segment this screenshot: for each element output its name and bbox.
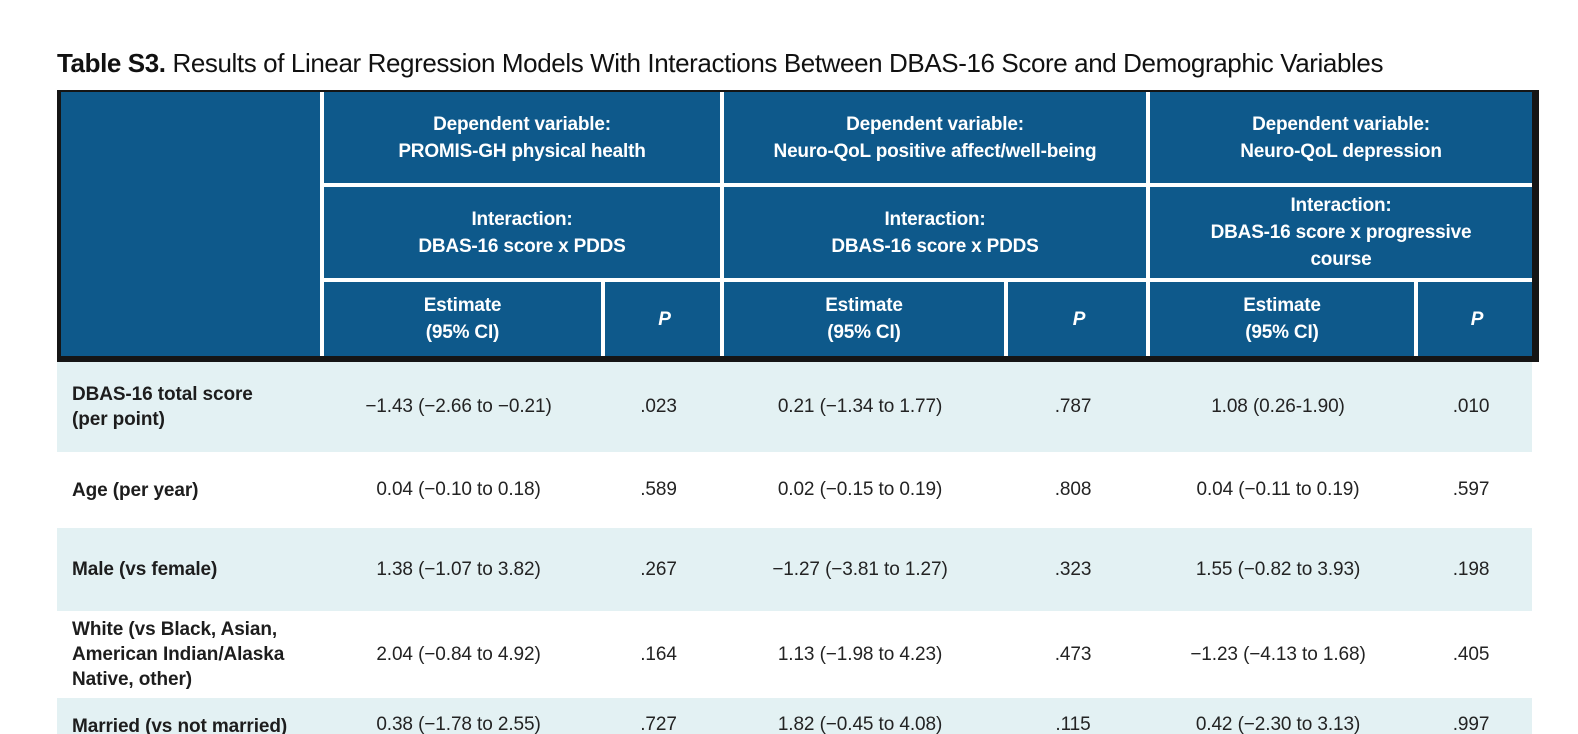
dependent-variable-header: Dependent variable: Neuro-QoL depression (1240, 113, 1442, 162)
interaction-header: Interaction: DBAS-16 score x PDDS (324, 183, 720, 278)
table-row: DBAS-16 total score (per point) −1.43 (−… (57, 362, 1532, 452)
p-header: P (1004, 282, 1150, 356)
table-title-text: Results of Linear Regression Models With… (165, 48, 1384, 78)
estimate-cell: 0.04 (−0.11 to 0.19) (1196, 479, 1360, 500)
estimate-header: Estimate (95% CI) (825, 295, 903, 343)
p-value-cell: .010 (1452, 396, 1490, 417)
p-value-cell: .997 (1452, 714, 1490, 734)
p-value-cell: .115 (1055, 714, 1091, 734)
p-header: P (1414, 282, 1536, 356)
table-row: Age (per year) 0.04 (−0.10 to 0.18) .589… (57, 452, 1532, 528)
p-value-cell: .597 (1452, 479, 1490, 500)
table-title: Table S3. Results of Linear Regression M… (57, 48, 1383, 79)
p-value-cell: .323 (1054, 558, 1092, 580)
interaction-header: Interaction: DBAS-16 score x PDDS (724, 183, 1146, 278)
row-label: White (vs Black, Asian, American Indian/… (72, 619, 285, 690)
estimate-cell: 1.13 (−1.98 to 4.23) (777, 643, 943, 665)
p-value-cell: .589 (640, 479, 677, 500)
estimate-cell: 0.42 (−2.30 to 3.13) (1195, 714, 1361, 734)
estimate-cell: 1.08 (0.26-1.90) (1211, 396, 1345, 417)
table-row: Married (vs not married) 0.38 (−1.78 to … (57, 698, 1532, 734)
estimate-cell: 0.38 (−1.78 to 2.55) (376, 714, 541, 734)
header-group-neuroqol-depression: Dependent variable: Neuro-QoL depression… (1146, 92, 1532, 356)
estimate-cell: 0.04 (−0.10 to 0.18) (376, 479, 541, 500)
p-value-cell: .405 (1452, 643, 1490, 665)
estimate-cell: −1.23 (−4.13 to 1.68) (1190, 643, 1366, 665)
dependent-variable-header: Dependent variable: PROMIS-GH physical h… (398, 113, 646, 162)
interaction-header: Interaction: DBAS-16 score x progressive… (1150, 183, 1532, 278)
row-label: Age (per year) (72, 479, 199, 501)
p-value-cell: .198 (1452, 558, 1490, 580)
estimate-cell: 2.04 (−0.84 to 4.92) (376, 643, 541, 665)
estimate-cell: −1.43 (−2.66 to −0.21) (365, 396, 552, 417)
p-value-cell: .023 (640, 396, 677, 417)
p-value-cell: .808 (1054, 479, 1092, 500)
p-header: P (601, 282, 724, 356)
p-value-cell: .473 (1054, 643, 1092, 665)
header-group-neuroqol-affect: Dependent variable: Neuro-QoL positive a… (720, 92, 1146, 356)
header-group-promis-gh: Dependent variable: PROMIS-GH physical h… (320, 92, 720, 356)
subheader-row: Estimate (95% CI) P (324, 278, 720, 356)
table-row: Male (vs female) 1.38 (−1.07 to 3.82) .2… (57, 528, 1532, 611)
estimate-header: Estimate (95% CI) (1243, 295, 1321, 343)
estimate-header: Estimate (95% CI) (423, 295, 502, 343)
p-value-cell: .164 (640, 643, 677, 665)
estimate-cell: 1.55 (−0.82 to 3.93) (1195, 558, 1361, 580)
estimate-cell: 0.21 (−1.34 to 1.77) (777, 396, 943, 417)
table-title-prefix: Table S3. (57, 48, 166, 78)
estimate-cell: 1.38 (−1.07 to 3.82) (376, 558, 541, 580)
row-label: Male (vs female) (72, 559, 218, 580)
p-value-cell: .727 (640, 714, 677, 734)
header-corner-cell (61, 92, 320, 356)
dependent-variable-header: Dependent variable: Neuro-QoL positive a… (773, 113, 1097, 162)
table-header: Dependent variable: PROMIS-GH physical h… (57, 90, 1539, 362)
estimate-cell: −1.27 (−3.81 to 1.27) (772, 558, 948, 580)
p-value-cell: .787 (1054, 396, 1092, 417)
subheader-row: Estimate (95% CI) P (724, 278, 1146, 356)
table-row: White (vs Black, Asian, American Indian/… (57, 611, 1532, 698)
estimate-cell: 0.02 (−0.15 to 0.19) (777, 479, 943, 500)
row-label: Married (vs not married) (72, 716, 288, 734)
table-body: DBAS-16 total score (per point) −1.43 (−… (57, 362, 1532, 734)
p-value-cell: .267 (640, 558, 677, 580)
row-label: DBAS-16 total score (per point) (72, 384, 253, 430)
estimate-cell: 1.82 (−0.45 to 4.08) (777, 714, 943, 734)
subheader-row: Estimate (95% CI) P (1150, 278, 1532, 356)
